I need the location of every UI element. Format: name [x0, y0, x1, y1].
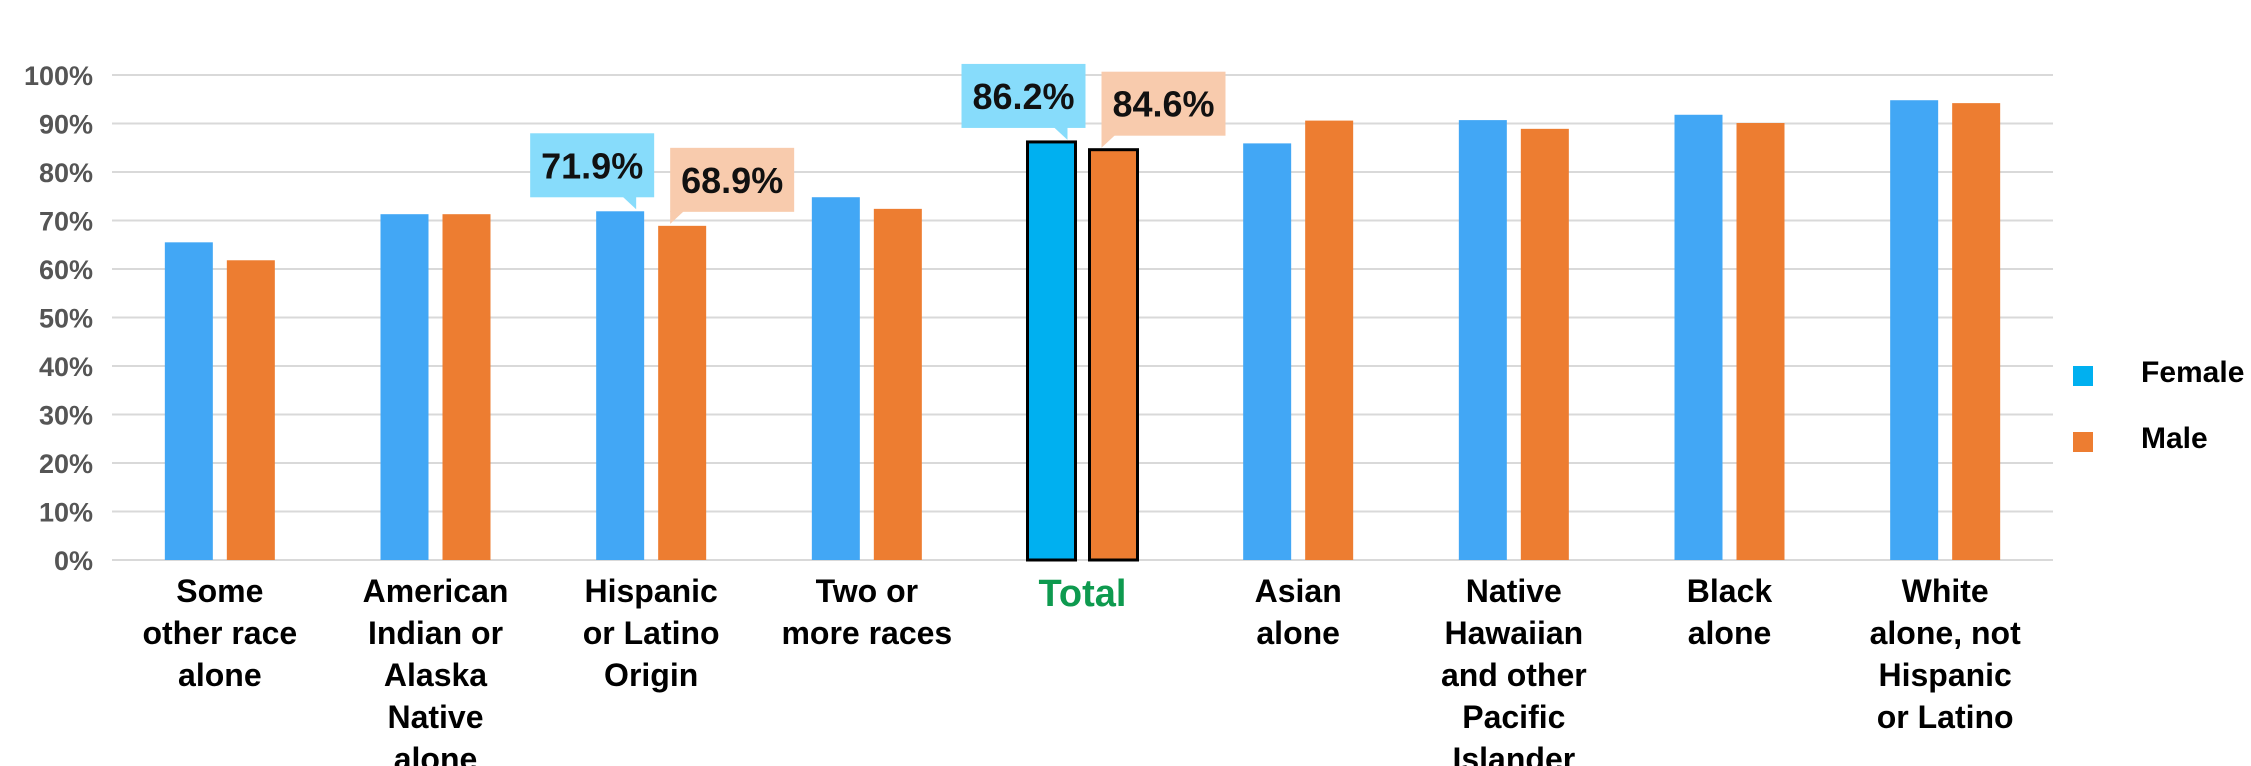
bar-male: [1952, 103, 2001, 560]
callout-label: 86.2%: [972, 76, 1074, 117]
callouts: 71.9% 68.9% 86.2% 84.6%: [530, 63, 1226, 224]
bar-female: [380, 214, 429, 560]
legend-label-male: Male: [2141, 422, 2208, 455]
category-label-line: Indian or: [368, 615, 503, 651]
category-label: Total: [1039, 573, 1127, 615]
category-label: Native Hawaiian and other Pacific Islander: [1441, 573, 1587, 766]
category-label: American Indian or Alaska Native alone: [363, 573, 509, 766]
category-label-line: other race: [142, 615, 297, 651]
category-label: Some other race alone: [142, 573, 297, 693]
bar-male: [1088, 148, 1139, 562]
category-label-line: alone: [394, 741, 478, 766]
category-label-line: alone: [178, 657, 262, 693]
y-tick-label: 80%: [39, 158, 93, 188]
category-label: Hispanic or Latino Origin: [583, 573, 720, 693]
category-label-line: Islander: [1452, 741, 1575, 766]
y-tick-label: 90%: [39, 110, 93, 140]
callout-pointer: [670, 210, 685, 224]
category-label-line: alone: [1688, 615, 1772, 651]
callout-female: 71.9%: [530, 133, 655, 210]
category-label-line: Asian: [1255, 573, 1342, 609]
callout-male: 68.9%: [670, 147, 795, 224]
bar-male: [1305, 120, 1354, 560]
category-label-line: or Latino: [1877, 699, 2014, 735]
bar-male: [226, 260, 275, 560]
bar-male: [442, 214, 491, 560]
y-tick-label: 50%: [39, 304, 93, 334]
bars: [164, 100, 2001, 562]
y-tick-label: 10%: [39, 498, 93, 528]
category-label-line: Native: [1466, 573, 1562, 609]
bar-female: [1243, 143, 1292, 560]
bar-female: [1458, 120, 1507, 560]
callout-pointer: [622, 196, 637, 210]
callout-female: 86.2%: [961, 63, 1086, 140]
category-label-line: and other: [1441, 657, 1587, 693]
bar-female: [1026, 140, 1077, 562]
category-label-line: Black: [1687, 573, 1773, 609]
category-label-line: Pacific: [1462, 699, 1565, 735]
legend-label-female: Female: [2141, 356, 2244, 389]
callout-pointer: [1053, 126, 1068, 140]
gridlines: [112, 74, 2053, 561]
category-label: Black alone: [1687, 573, 1773, 651]
category-label: Asian alone: [1255, 573, 1342, 651]
bar-male: [1520, 128, 1569, 560]
y-tick-label: 60%: [39, 255, 93, 285]
category-label-line: more races: [781, 615, 952, 651]
category-label-line: Alaska: [384, 657, 487, 693]
y-tick-label: 70%: [39, 207, 93, 237]
category-label-line: Origin: [604, 657, 698, 693]
callout-pointer: [1101, 134, 1116, 148]
legend-swatch-male: [2073, 432, 2093, 452]
callout-label: 71.9%: [541, 145, 643, 186]
category-label-line: Hawaiian: [1444, 615, 1583, 651]
bar-female: [596, 211, 645, 560]
callout-box: [961, 63, 1086, 128]
y-tick-label: 20%: [39, 449, 93, 479]
y-tick-label: 30%: [39, 401, 93, 431]
callout-box: [530, 133, 655, 198]
category-label-line: White: [1902, 573, 1989, 609]
y-tick-label: 0%: [54, 546, 93, 576]
category-label-line: Hispanic: [1878, 657, 2011, 693]
category-label-line: American: [363, 573, 509, 609]
legend-swatch-female: [2073, 366, 2093, 386]
y-tick-label: 40%: [39, 352, 93, 382]
category-label-line: Total: [1039, 573, 1127, 615]
y-axis-ticks: 0% 10% 20% 30% 40% 50% 60% 70% 80% 90% 100%: [24, 61, 93, 576]
callout-box: [1101, 71, 1226, 136]
y-tick-label: 100%: [24, 61, 93, 91]
bar-female: [811, 197, 860, 560]
bar-male: [658, 225, 707, 560]
category-label: Two or more races: [781, 573, 952, 651]
bar-male: [1736, 123, 1785, 560]
x-axis-labels: Some other race alone American Indian or Alas…: [142, 573, 2021, 766]
category-label-line: Hispanic: [584, 573, 717, 609]
category-label-line: Some: [176, 573, 263, 609]
callout-label: 84.6%: [1112, 84, 1214, 125]
callout-label: 68.9%: [681, 160, 783, 201]
callout-box: [670, 147, 795, 212]
category-label-line: Native: [387, 699, 483, 735]
category-label-line: alone, not: [1870, 615, 2021, 651]
callout-male: 84.6%: [1101, 71, 1226, 148]
category-label-line: Two or: [816, 573, 919, 609]
bar-female: [164, 242, 213, 560]
legend: Female Male: [2073, 356, 2244, 455]
bar-female: [1890, 100, 1939, 560]
bar-female: [1674, 114, 1723, 561]
bar-male: [873, 208, 922, 561]
category-label-line: alone: [1256, 615, 1340, 651]
category-label-line: or Latino: [583, 615, 720, 651]
category-label: White alone, not Hispanic or Latino: [1870, 573, 2021, 735]
